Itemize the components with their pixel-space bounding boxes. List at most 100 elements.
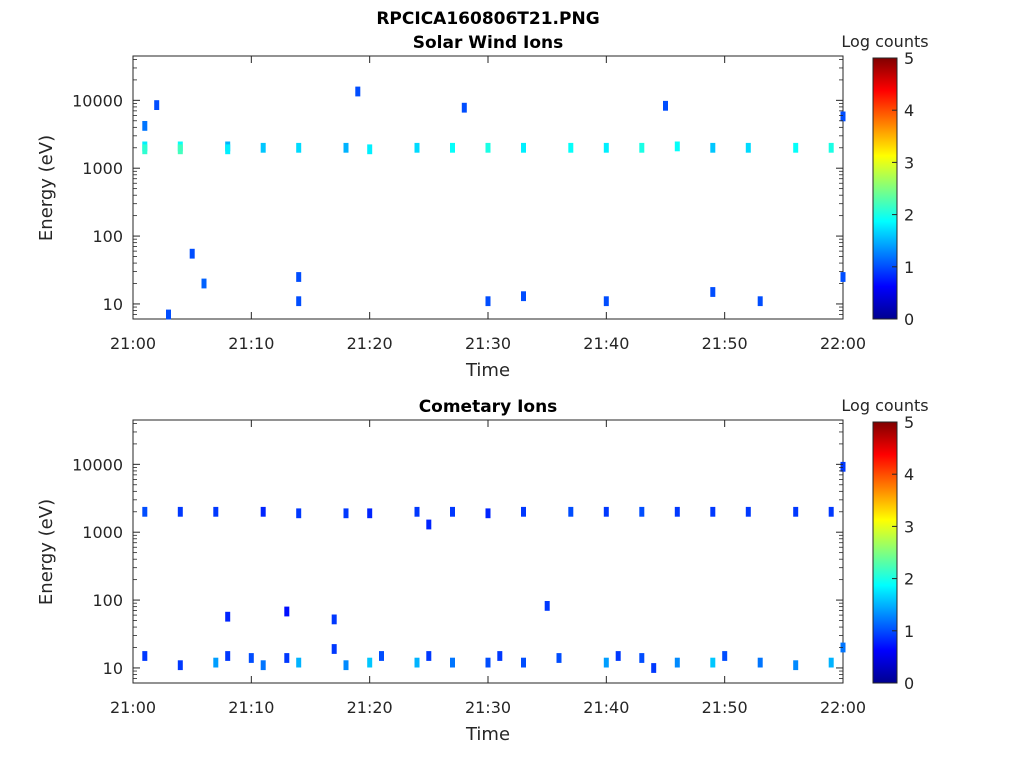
- heatmap-cell: [745, 506, 751, 517]
- heatmap-cell: [296, 142, 302, 153]
- x-tick-label: 21:10: [228, 334, 274, 353]
- heatmap-cell: [343, 142, 349, 153]
- heatmap-cell: [745, 142, 751, 153]
- heatmap-cell: [296, 296, 302, 307]
- heatmap-cell: [521, 657, 526, 668]
- heatmap-cell: [485, 142, 491, 153]
- heatmap-cell: [367, 508, 373, 519]
- colorbar-label: Log counts: [841, 32, 928, 51]
- x-tick-label: 21:00: [110, 334, 156, 353]
- panel-title: Solar Wind Ions: [413, 33, 564, 53]
- y-tick-label: 10: [103, 295, 123, 314]
- heatmap-cell: [521, 291, 526, 302]
- heatmap-cell: [260, 506, 266, 517]
- heatmap-cell: [674, 657, 680, 668]
- colorbar-tick-label: 4: [904, 101, 914, 120]
- x-tick-label: 21:30: [465, 698, 511, 717]
- y-axis: 10 100 1000 10000: [72, 59, 843, 320]
- x-tick-label: 21:40: [583, 334, 629, 353]
- heatmap-cell: [426, 519, 432, 530]
- heatmap-cell: [166, 309, 171, 320]
- colorbar-ticks: 0 1 2 3 4 5: [892, 49, 914, 329]
- heatmap-cell: [367, 144, 373, 155]
- heatmap-cell: [260, 660, 266, 671]
- heatmap-cell: [521, 142, 526, 153]
- x-tick-label: 21:50: [702, 334, 748, 353]
- x-axis: 21:00 21:10 21:20 21:30 21:40 21:50 22:00: [110, 420, 866, 717]
- heatmap-cell: [284, 653, 290, 663]
- heatmap-cell: [225, 651, 231, 661]
- heatmap-cell: [603, 142, 609, 153]
- heatmap-cell: [556, 653, 562, 663]
- heatmap-cell: [177, 506, 183, 517]
- colorbar-tick-label: 4: [904, 465, 914, 484]
- colorbar: [872, 421, 898, 684]
- colorbar-tick-label: 0: [904, 674, 914, 693]
- heatmap-cell: [296, 508, 302, 519]
- heatmap-cell: [367, 657, 373, 668]
- x-axis: 21:00 21:10 21:20 21:30 21:40 21:50 22:00: [110, 56, 866, 353]
- heatmap-cell: [639, 142, 645, 153]
- x-tick-label: 21:40: [583, 698, 629, 717]
- heatmap-cell: [450, 506, 455, 517]
- heatmap-cell: [343, 508, 349, 519]
- heatmap-cell: [793, 506, 799, 517]
- colorbar-tick-label: 5: [904, 413, 914, 432]
- heatmap-cell: [828, 506, 834, 517]
- heatmap-cell: [722, 651, 728, 661]
- heatmap-cell: [615, 651, 621, 661]
- heatmap-cell: [485, 508, 491, 519]
- heatmap-cell: [568, 142, 574, 153]
- y-tick-label: 1000: [82, 159, 123, 178]
- y-tick-label: 1000: [82, 523, 123, 542]
- plot-area: [132, 419, 844, 684]
- heatmap-cell: [296, 272, 302, 282]
- heatmap-cell: [414, 142, 420, 153]
- y-tick-label: 10: [103, 659, 123, 678]
- y-tick-label: 10000: [72, 91, 123, 110]
- colorbar-tick-label: 3: [904, 517, 914, 536]
- heatmap-cell: [757, 657, 763, 668]
- heatmap-cell: [674, 141, 680, 152]
- heatmap-cell: [284, 606, 290, 617]
- x-tick-label: 21:20: [347, 698, 393, 717]
- heatmap-cell: [710, 657, 716, 668]
- x-tick-label: 21:30: [465, 334, 511, 353]
- heatmap-cell: [603, 296, 609, 307]
- heatmap-cell: [710, 506, 716, 517]
- heatmap-cell: [213, 657, 219, 668]
- heatmap-cells: [142, 461, 846, 673]
- heatmap-cell: [521, 506, 526, 517]
- heatmap-cell: [154, 100, 160, 110]
- heatmap-cell: [757, 296, 763, 307]
- x-axis-label: Time: [465, 724, 510, 745]
- x-tick-label: 21:00: [110, 698, 156, 717]
- x-tick-label: 22:00: [820, 334, 866, 353]
- heatmap-cell: [213, 506, 219, 517]
- heatmap-cell: [142, 651, 148, 661]
- x-tick-label: 22:00: [820, 698, 866, 717]
- colorbar-tick-label: 0: [904, 310, 914, 329]
- heatmap-cell: [248, 653, 254, 663]
- heatmap-cell: [663, 100, 668, 111]
- heatmap-cell: [142, 121, 148, 131]
- x-tick-label: 21:10: [228, 698, 274, 717]
- x-tick-label: 21:20: [347, 334, 393, 353]
- heatmap-cell: [331, 644, 337, 654]
- heatmap-cell: [651, 663, 657, 673]
- heatmap-cell: [461, 102, 467, 113]
- y-tick-label: 100: [92, 591, 123, 610]
- heatmap-cell: [225, 144, 231, 155]
- colorbar-tick-label: 5: [904, 49, 914, 68]
- heatmap-cell: [343, 660, 349, 671]
- heatmap-cell: [828, 142, 834, 153]
- heatmap-cell: [840, 111, 846, 122]
- y-axis: 10 100 1000 10000: [72, 423, 843, 684]
- x-axis-label: Time: [465, 360, 510, 381]
- heatmap-cell: [260, 142, 266, 153]
- colorbar-tick-label: 2: [904, 206, 914, 225]
- panel-title: Cometary Ions: [419, 397, 558, 417]
- colorbar-label: Log counts: [841, 396, 928, 415]
